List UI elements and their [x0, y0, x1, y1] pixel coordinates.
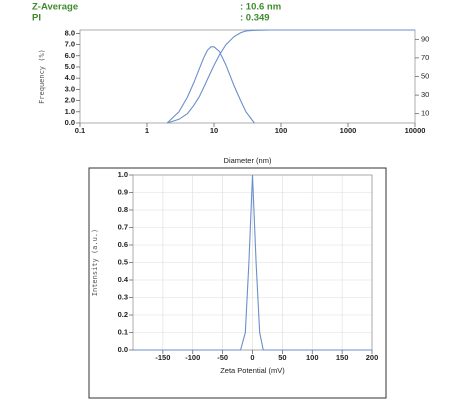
y-tick-label: 0.1	[118, 327, 128, 336]
y-axis-label: Frequency (%)	[38, 49, 46, 104]
frame	[88, 167, 387, 399]
data-line	[133, 174, 372, 351]
x-tick-label: -100	[185, 353, 200, 362]
y-tick-label: 4.0	[65, 73, 75, 82]
x-tick-label: 1	[145, 126, 149, 135]
x-tick-label: 200	[366, 353, 379, 362]
x-tick-label: 0.1	[75, 126, 85, 135]
y-tick-label: 0.0	[118, 345, 128, 354]
y-axis-label: Intensity (a.u.)	[91, 229, 99, 296]
y-tick-label: 0.6	[118, 240, 128, 249]
x-tick-label: -50	[217, 353, 228, 362]
header-text: Z-Average	[32, 2, 78, 13]
y-tick-label: 7.0	[65, 40, 75, 49]
y-tick-label: 0.2	[118, 310, 128, 319]
y-tick-label: 1.0	[118, 170, 128, 179]
data-line	[166, 46, 255, 124]
y-tick-label: 3.0	[65, 84, 75, 93]
y-tick-label: 0.3	[118, 292, 128, 301]
y-tick-label: 0.0	[65, 118, 75, 127]
y-tick-label: 1.0	[65, 107, 75, 116]
y2-tick-label: 30	[421, 90, 429, 99]
y2-tick-label: 50	[421, 71, 429, 80]
y-tick-label: 0.4	[118, 275, 129, 284]
x-axis-label: Zeta Potential (mV)	[220, 366, 285, 375]
x-tick-label: 100	[275, 126, 288, 135]
x-tick-label: 10	[210, 126, 218, 135]
y-tick-label: 8.0	[65, 28, 75, 37]
x-axis-label: Diameter (nm)	[224, 156, 272, 165]
header-text: : 0.349	[240, 13, 270, 24]
x-tick-label: -150	[155, 353, 170, 362]
x-tick-label: 100	[306, 353, 319, 362]
y-tick-label: 0.9	[118, 187, 128, 196]
y2-tick-label: 10	[421, 109, 429, 118]
y-tick-label: 0.8	[118, 205, 128, 214]
data-line	[167, 29, 415, 124]
plot-area	[79, 29, 416, 124]
header-text: PI	[32, 13, 41, 24]
x-tick-label: 1000	[340, 126, 357, 135]
y-tick-label: 2.0	[65, 96, 75, 105]
y-tick-label: 5.0	[65, 62, 75, 71]
y-tick-label: 0.7	[118, 222, 128, 231]
x-tick-label: 50	[278, 353, 286, 362]
x-tick-label: 150	[336, 353, 349, 362]
y-tick-label: 6.0	[65, 51, 75, 60]
x-tick-label: 10000	[405, 126, 426, 135]
y2-tick-label: 90	[421, 34, 429, 43]
y2-tick-label: 70	[421, 53, 429, 62]
x-tick-label: 0	[250, 353, 254, 362]
y-tick-label: 0.5	[118, 257, 128, 266]
header-text: : 10.6 nm	[240, 2, 281, 13]
